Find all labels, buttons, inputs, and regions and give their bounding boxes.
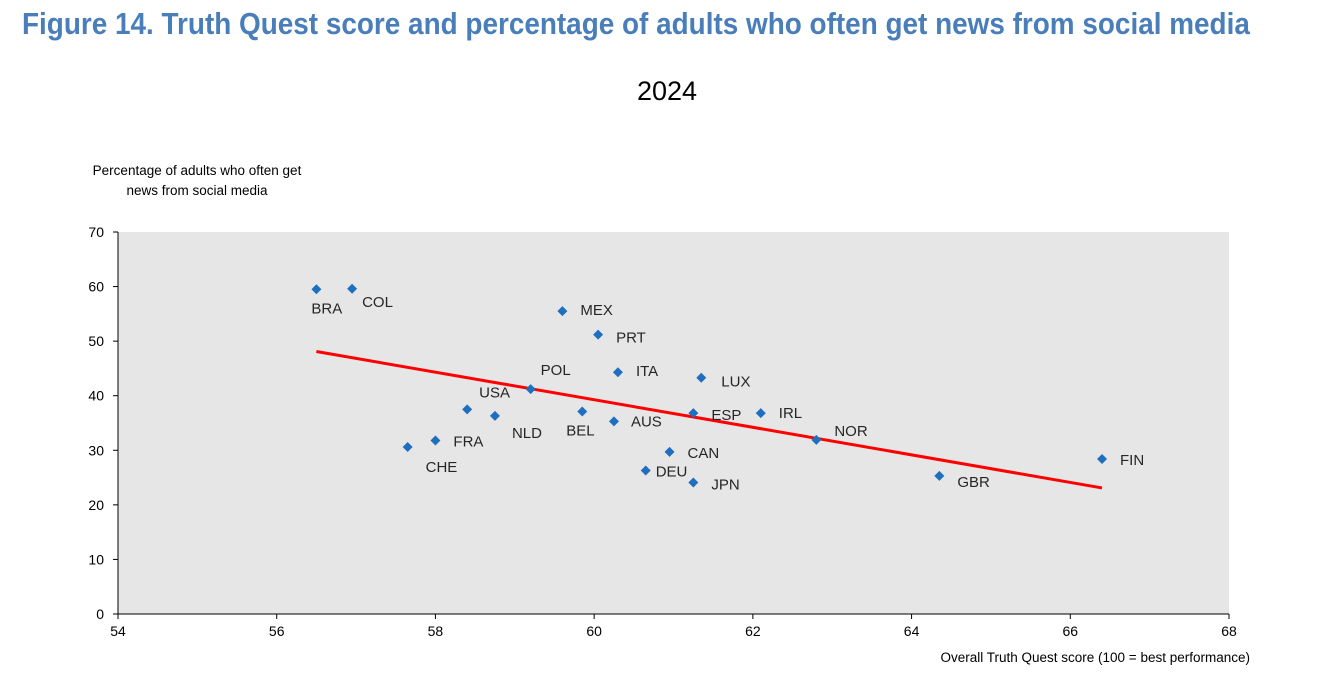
point-mex — [557, 306, 568, 317]
point-label-lux: LUX — [721, 374, 750, 391]
point-label-irl: IRL — [779, 405, 802, 422]
x-tick-label: 64 — [904, 623, 920, 639]
figure-title: Figure 14. Truth Quest score and percent… — [22, 6, 1250, 41]
point-irl — [755, 408, 766, 419]
point-jpn — [688, 477, 699, 488]
point-label-mex: MEX — [580, 302, 613, 319]
point-ita — [612, 367, 623, 378]
x-tick-label: 66 — [1062, 623, 1078, 639]
point-nld — [489, 410, 500, 421]
point-label-pol: POL — [541, 362, 571, 379]
point-label-col: COL — [362, 294, 393, 311]
point-label-jpn: JPN — [711, 476, 739, 493]
point-lux — [696, 372, 707, 383]
point-fin — [1097, 454, 1108, 465]
point-fra — [430, 435, 441, 446]
point-label-che: CHE — [426, 459, 458, 476]
trend-line — [316, 350, 1103, 490]
y-axis-label-line-2: news from social media — [126, 183, 268, 198]
point-col — [347, 283, 358, 294]
x-tick-label: 68 — [1221, 623, 1237, 639]
point-label-esp: ESP — [711, 407, 741, 424]
x-axis-label: Overall Truth Quest score (100 = best pe… — [940, 650, 1250, 665]
point-label-fin: FIN — [1120, 452, 1144, 469]
point-prt — [593, 329, 604, 340]
point-label-gbr: GBR — [957, 474, 990, 491]
y-tick-label: 40 — [88, 388, 104, 404]
point-aus — [608, 416, 619, 427]
x-axis: 54 56 58 60 62 64 66 68 — [110, 614, 1237, 639]
point-can — [664, 446, 675, 457]
point-label-can: CAN — [688, 445, 720, 462]
y-tick-label: 70 — [88, 224, 104, 240]
point-gbr — [934, 470, 945, 481]
x-tick-label: 58 — [428, 623, 444, 639]
y-axis: 0 10 20 30 40 50 60 70 — [88, 224, 118, 622]
point-bel — [577, 406, 588, 417]
point-deu — [640, 465, 651, 476]
y-tick-label: 30 — [88, 442, 104, 458]
x-tick-label: 60 — [586, 623, 602, 639]
point-label-bra: BRA — [311, 300, 342, 317]
x-tick-label: 54 — [110, 623, 126, 639]
point-pol — [525, 384, 536, 395]
point-esp — [688, 408, 699, 419]
point-usa — [462, 404, 473, 415]
point-label-nld: NLD — [512, 425, 542, 442]
y-tick-label: 0 — [96, 606, 104, 622]
y-tick-label: 20 — [88, 497, 104, 513]
point-label-bel: BEL — [566, 423, 594, 440]
point-label-ita: ITA — [636, 363, 658, 380]
plot-area — [118, 232, 1229, 614]
point-label-usa: USA — [479, 384, 510, 401]
point-label-aus: AUS — [631, 413, 662, 430]
point-nor — [811, 434, 822, 445]
figure-subtitle: 2024 — [636, 76, 698, 106]
point-label-deu: DEU — [656, 463, 688, 480]
point-bra — [311, 284, 322, 295]
y-tick-label: 50 — [88, 333, 104, 349]
point-che — [402, 442, 413, 453]
x-tick-label: 56 — [269, 623, 285, 639]
y-tick-label: 60 — [88, 279, 104, 295]
y-tick-label: 10 — [88, 551, 104, 567]
point-label-fra: FRA — [453, 433, 483, 450]
point-label-nor: NOR — [834, 423, 868, 440]
x-tick-label: 62 — [745, 623, 761, 639]
point-label-prt: PRT — [616, 330, 646, 347]
y-axis-label-line-1: Percentage of adults who often get — [93, 163, 302, 178]
